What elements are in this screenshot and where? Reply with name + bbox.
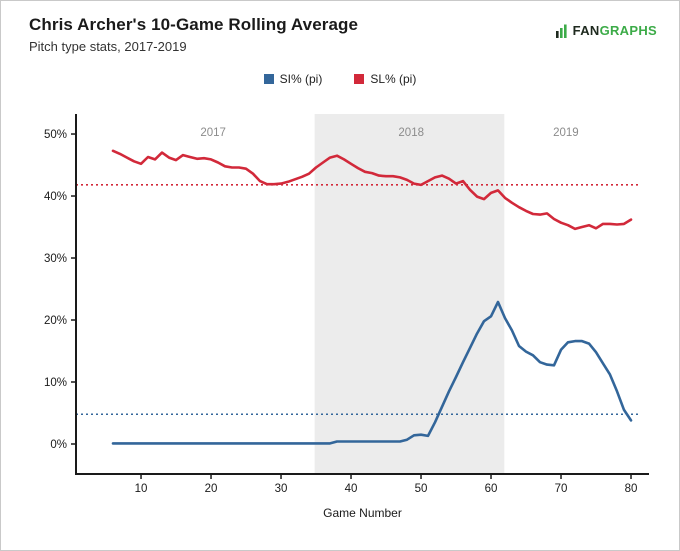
page-subtitle: Pitch type stats, 2017-2019 [29,39,187,54]
x-tick-label: 20 [205,483,218,495]
logo-text-graphs: GRAPHS [599,23,657,38]
x-tick-label: 50 [415,483,428,495]
series-line-sl [111,149,633,231]
legend-swatch [354,74,365,84]
y-tick-label: 30% [44,253,67,265]
x-tick-label: 70 [555,483,568,495]
x-tick-label: 60 [485,483,498,495]
y-tick-label: 20% [44,315,67,327]
fangraphs-logo-icon [555,24,567,38]
y-tick-label: 0% [50,439,67,451]
chart-legend: SI% (pi) SL% (pi) [1,72,679,86]
x-tick-label: 30 [275,483,288,495]
legend-label: SI% (pi) [279,72,323,86]
legend-item-sl: SL% (pi) [354,72,416,86]
y-tick-label: 40% [44,191,67,203]
fangraphs-logo[interactable]: FANGRAPHS [555,23,657,38]
y-tick-label: 50% [44,129,67,141]
legend-item-si: SI% (pi) [263,72,323,86]
year-label: 2017 [200,127,226,139]
x-tick-label: 40 [345,483,358,495]
year-label: 2019 [553,127,579,139]
x-tick-label: 80 [625,483,638,495]
logo-text-fan: FAN [572,23,600,38]
legend-label: SL% (pi) [370,72,417,86]
x-tick-label: 10 [135,483,148,495]
legend-swatch [263,74,274,84]
series-line-si [111,300,633,445]
year-label: 2018 [398,127,424,139]
y-tick-label: 10% [44,377,67,389]
x-axis-title: Game Number [323,506,402,520]
season-2018-shading [314,114,505,474]
page-title: Chris Archer's 10-Game Rolling Average [29,15,359,34]
